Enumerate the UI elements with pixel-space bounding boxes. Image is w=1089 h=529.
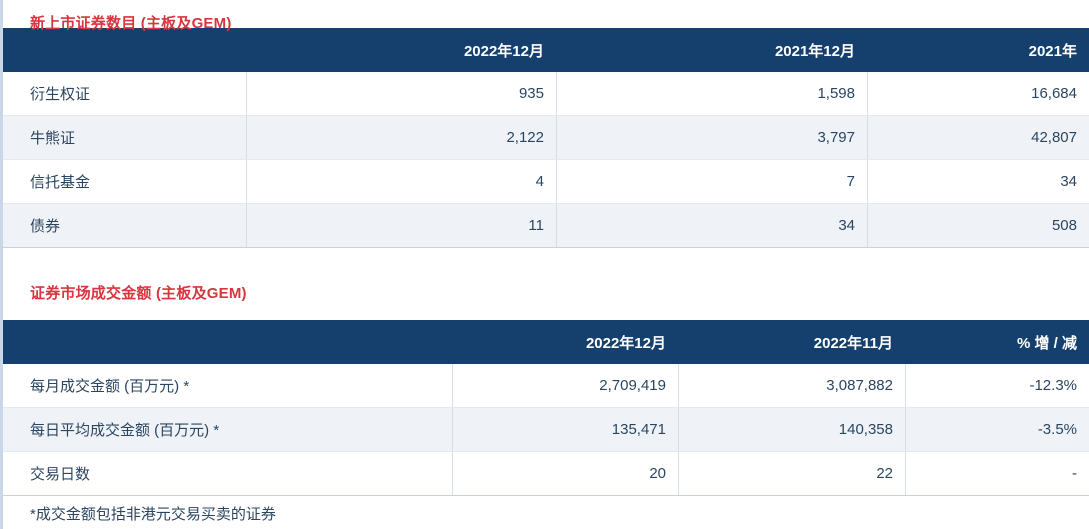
cell-value: 2,122 (246, 116, 556, 159)
cell-value: 3,797 (556, 116, 867, 159)
cell-value: 22 (678, 452, 905, 495)
cell-value: 135,471 (452, 408, 678, 451)
row-label: 信托基金 (30, 174, 91, 191)
row-label: 每月成交金额 (百万元) * (30, 378, 190, 395)
row-label: 牛熊证 (30, 130, 76, 147)
cell-value: 11 (246, 204, 556, 247)
column-header-2021: 2021年 (1028, 42, 1077, 60)
cell-value: 20 (452, 452, 678, 495)
page-content: 新上市证券数目 (主板及GEM) 2022年12月 2021年12月 2021年… (3, 0, 1089, 524)
section-title-new-listings: 新上市证券数目 (主板及GEM) (30, 15, 232, 32)
cell-value: 42,807 (867, 116, 1089, 159)
cell-value: 140,358 (678, 408, 905, 451)
cell-value: 2,709,419 (452, 364, 678, 407)
table-row-cbbc: 牛熊证 2,122 3,797 42,807 (3, 116, 1089, 160)
cell-value: -3.5% (905, 408, 1089, 451)
column-header-2022-11: 2022年11月 (813, 334, 893, 352)
table-new-listings: 2022年12月 2021年12月 2021年 衍生权证 935 1,598 1… (3, 28, 1089, 248)
cell-value: 935 (246, 72, 556, 115)
row-label: 交易日数 (30, 466, 91, 483)
cell-value: 3,087,882 (678, 364, 905, 407)
cell-value: 16,684 (867, 72, 1089, 115)
table-header-row: 2022年12月 2022年11月 % 增 / 减 (3, 320, 1089, 364)
cell-value: 34 (556, 204, 867, 247)
cell-value: -12.3% (905, 364, 1089, 407)
column-header-2022-12: 2022年12月 (463, 42, 544, 60)
left-edge-strip (0, 0, 3, 529)
table-row-trading-days: 交易日数 20 22 - (3, 452, 1089, 496)
table-market-turnover: 2022年12月 2022年11月 % 增 / 减 每月成交金额 (百万元) *… (3, 320, 1089, 496)
cell-value: 34 (867, 160, 1089, 203)
row-label: 每日平均成交金额 (百万元) * (30, 422, 220, 439)
column-header-2022-12: 2022年12月 (585, 334, 666, 352)
table-row-unit-trusts: 信托基金 4 7 34 (3, 160, 1089, 204)
footnote: *成交金额包括非港元交易买卖的证券 (30, 506, 276, 523)
table-header-row: 2022年12月 2021年12月 2021年 (3, 28, 1089, 72)
column-header-2021-12: 2021年12月 (774, 42, 855, 60)
table-row-monthly-turnover: 每月成交金额 (百万元) * 2,709,419 3,087,882 -12.3… (3, 364, 1089, 408)
cell-value: - (905, 452, 1089, 495)
table-row-derivative-warrants: 衍生权证 935 1,598 16,684 (3, 72, 1089, 116)
section-title-market-turnover: 证券市场成交金额 (主板及GEM) (30, 285, 247, 302)
row-label: 衍生权证 (30, 86, 91, 103)
row-label: 债券 (30, 218, 61, 235)
cell-value: 508 (867, 204, 1089, 247)
column-header-pct-change: % 增 / 减 (1016, 334, 1077, 352)
cell-value: 1,598 (556, 72, 867, 115)
cell-value: 4 (246, 160, 556, 203)
table-row-bonds: 债券 11 34 508 (3, 204, 1089, 248)
table-row-daily-average-turnover: 每日平均成交金额 (百万元) * 135,471 140,358 -3.5% (3, 408, 1089, 452)
cell-value: 7 (556, 160, 867, 203)
